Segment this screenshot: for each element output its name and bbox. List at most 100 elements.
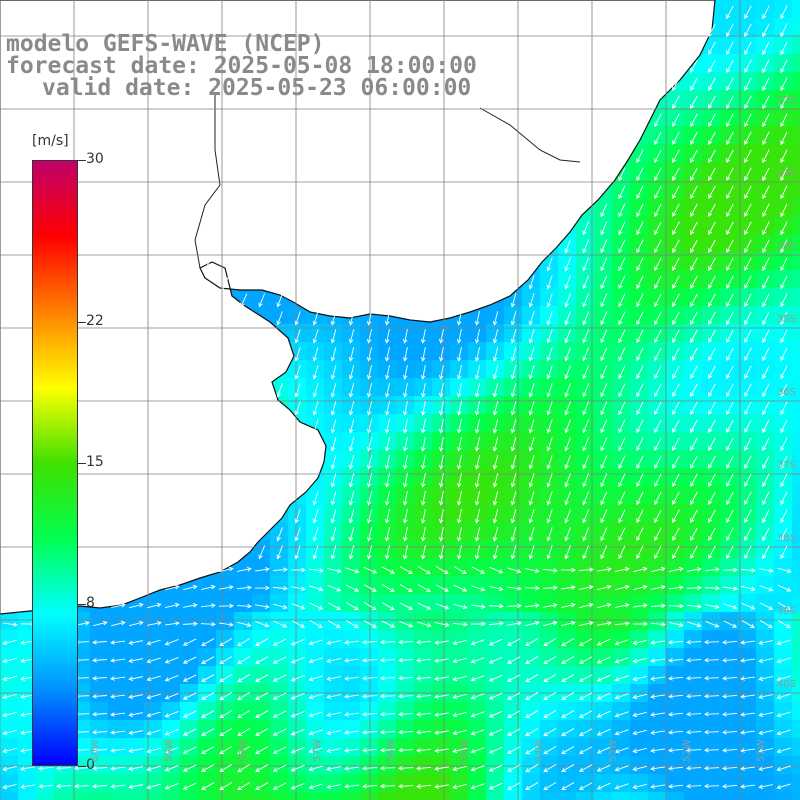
wind-cell bbox=[450, 540, 468, 558]
wind-cell bbox=[720, 558, 738, 576]
wind-cell bbox=[540, 540, 558, 558]
wind-arrow bbox=[726, 473, 734, 487]
wind-cell bbox=[756, 324, 774, 342]
wind-arrow bbox=[326, 640, 341, 646]
wind-cell bbox=[648, 522, 666, 540]
wind-arrow bbox=[543, 691, 557, 701]
wind-arrow bbox=[546, 545, 553, 560]
wind-arrow bbox=[470, 639, 485, 646]
wind-cell bbox=[162, 702, 180, 720]
wind-arrow bbox=[690, 185, 698, 199]
wind-arrow bbox=[146, 783, 161, 790]
wind-cell bbox=[720, 666, 738, 684]
wind-cell bbox=[720, 198, 738, 216]
wind-cell bbox=[198, 612, 216, 630]
wind-arrow bbox=[2, 675, 17, 682]
wind-cell bbox=[414, 468, 432, 486]
wind-cell bbox=[756, 630, 774, 648]
wind-arrow bbox=[672, 275, 680, 289]
wind-arrow bbox=[597, 621, 612, 626]
wind-arrow bbox=[632, 765, 647, 772]
wind-cell bbox=[306, 612, 324, 630]
wind-cell bbox=[396, 576, 414, 594]
wind-cell bbox=[594, 522, 612, 540]
wind-arrow bbox=[740, 712, 755, 717]
wind-arrow bbox=[672, 365, 680, 379]
wind-cell bbox=[630, 342, 648, 360]
wind-arrow bbox=[776, 657, 791, 664]
wind-cell bbox=[540, 324, 558, 342]
wind-cell bbox=[432, 738, 450, 756]
wind-arrow bbox=[510, 383, 517, 398]
wind-arrow bbox=[273, 603, 288, 610]
wind-arrow bbox=[492, 455, 499, 470]
wind-arrow bbox=[582, 257, 590, 272]
wind-arrow bbox=[366, 545, 373, 560]
wind-arrow bbox=[690, 491, 698, 505]
wind-arrow bbox=[654, 401, 662, 416]
wind-cell bbox=[576, 270, 594, 288]
wind-cell bbox=[126, 666, 144, 684]
wind-arrow bbox=[165, 621, 180, 626]
wind-arrow bbox=[668, 784, 684, 789]
wind-cell bbox=[486, 504, 504, 522]
wind-cell bbox=[612, 504, 630, 522]
wind-cell bbox=[540, 450, 558, 468]
wind-arrow bbox=[776, 729, 791, 736]
wind-cell bbox=[666, 522, 684, 540]
wind-cell bbox=[486, 738, 504, 756]
wind-arrow bbox=[726, 347, 734, 361]
wind-arrow bbox=[456, 419, 462, 434]
wind-cell bbox=[540, 486, 558, 504]
wind-arrow bbox=[434, 712, 449, 717]
wind-arrow bbox=[654, 149, 662, 164]
wind-arrow bbox=[633, 584, 648, 591]
wind-cell bbox=[504, 612, 522, 630]
longitude-label: 51W bbox=[756, 739, 767, 762]
wind-arrow bbox=[636, 437, 644, 452]
wind-arrow bbox=[474, 545, 481, 560]
wind-cell bbox=[558, 324, 576, 342]
wind-arrow bbox=[470, 747, 485, 754]
wind-cell bbox=[108, 630, 126, 648]
wind-arrow bbox=[510, 455, 517, 470]
wind-cell bbox=[450, 324, 468, 342]
wind-arrow bbox=[690, 239, 698, 253]
wind-arrow bbox=[348, 473, 355, 488]
wind-arrow bbox=[636, 203, 644, 218]
wind-cell bbox=[756, 720, 774, 738]
wind-cell bbox=[666, 612, 684, 630]
wind-arrow bbox=[528, 329, 535, 344]
wind-cell bbox=[666, 306, 684, 324]
wind-cell bbox=[774, 108, 792, 126]
wind-arrow bbox=[384, 509, 390, 524]
wind-arrow bbox=[474, 419, 481, 434]
wind-arrow bbox=[128, 640, 143, 645]
wind-arrow bbox=[416, 766, 432, 771]
wind-arrow bbox=[654, 527, 662, 542]
wind-cell bbox=[450, 432, 468, 450]
wind-cell bbox=[630, 486, 648, 504]
wind-cell bbox=[720, 126, 738, 144]
wind-cell bbox=[126, 720, 144, 738]
wind-arrow bbox=[237, 781, 251, 791]
wind-arrow bbox=[402, 383, 408, 398]
wind-arrow bbox=[384, 527, 390, 542]
wind-cell bbox=[288, 558, 306, 576]
wind-cell bbox=[450, 702, 468, 720]
wind-arrow bbox=[492, 527, 499, 542]
wind-cell bbox=[450, 396, 468, 414]
wind-arrow bbox=[165, 584, 180, 591]
wind-arrow bbox=[492, 347, 499, 362]
wind-arrow bbox=[384, 473, 390, 488]
wind-cell bbox=[450, 630, 468, 648]
wind-arrow bbox=[506, 710, 521, 718]
wind-cell bbox=[702, 198, 720, 216]
wind-arrow bbox=[201, 656, 215, 664]
wind-arrow bbox=[654, 131, 662, 146]
wind-arrow bbox=[543, 603, 558, 608]
wind-cell bbox=[612, 576, 630, 594]
wind-cell bbox=[360, 414, 378, 432]
wind-cell bbox=[666, 360, 684, 378]
wind-cell bbox=[162, 792, 180, 800]
